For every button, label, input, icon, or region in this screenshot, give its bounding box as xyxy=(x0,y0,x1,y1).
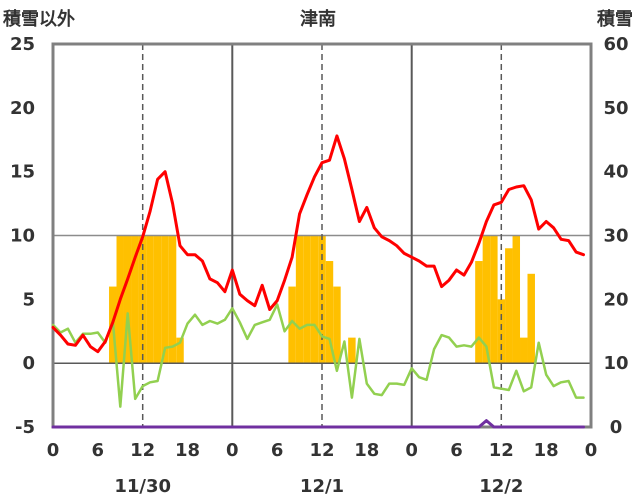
date-label: 12/1 xyxy=(300,476,344,497)
bar xyxy=(176,337,184,364)
y2-tick-label: 40 xyxy=(603,162,628,183)
line-layer xyxy=(51,134,585,429)
bar xyxy=(168,235,177,364)
date-label: 11/30 xyxy=(114,476,171,497)
bar xyxy=(520,337,528,364)
y2-tick-label: 30 xyxy=(603,226,628,247)
y2-tick-label: 20 xyxy=(603,289,628,310)
x-tick-label: 6 xyxy=(450,440,463,461)
y-tick-label: 25 xyxy=(10,34,35,55)
bar xyxy=(475,261,483,364)
bar xyxy=(153,235,162,364)
x-tick-label: 12 xyxy=(130,440,155,461)
x-tick-label: 6 xyxy=(271,440,284,461)
bar xyxy=(482,235,491,364)
x-tick-label: 0 xyxy=(585,440,598,461)
bar xyxy=(333,286,341,364)
series-line-3 xyxy=(51,419,585,429)
x-tick-label: 0 xyxy=(405,440,418,461)
series-line-1 xyxy=(51,303,585,408)
bar xyxy=(325,261,334,364)
series-line-2 xyxy=(51,134,585,354)
bar xyxy=(123,235,132,364)
x-tick-label: 12 xyxy=(489,440,514,461)
x-tick-label: 12 xyxy=(309,440,334,461)
bar xyxy=(131,235,139,364)
y-tick-label: 5 xyxy=(22,289,35,310)
y-tick-label: 10 xyxy=(10,226,35,247)
y2-tick-label: 50 xyxy=(603,98,628,119)
bar xyxy=(527,273,535,364)
x-tick-label: 18 xyxy=(354,440,379,461)
bar xyxy=(512,235,521,364)
x-tick-label: 0 xyxy=(226,440,239,461)
bar xyxy=(310,235,319,364)
bar xyxy=(490,235,498,364)
y2-tick-label: 0 xyxy=(610,417,623,438)
bar xyxy=(505,248,513,364)
x-tick-label: 18 xyxy=(175,440,200,461)
y-tick-label: -5 xyxy=(15,417,35,438)
bar xyxy=(288,286,296,364)
y2-tick-label: 10 xyxy=(603,353,628,374)
y-tick-label: 15 xyxy=(10,162,35,183)
bar xyxy=(161,235,169,364)
date-label: 12/2 xyxy=(479,476,523,497)
y-tick-label: 0 xyxy=(22,353,35,374)
y-tick-label: 20 xyxy=(10,98,35,119)
bar xyxy=(146,235,154,364)
left-axis-label: 積雪以外 xyxy=(2,8,75,30)
chart-title: 津南 xyxy=(300,8,336,30)
x-tick-label: 18 xyxy=(534,440,559,461)
bar xyxy=(348,337,356,364)
bar xyxy=(497,299,506,364)
y2-tick-label: 60 xyxy=(603,34,628,55)
bar xyxy=(295,235,304,364)
x-tick-label: 0 xyxy=(47,440,60,461)
bar xyxy=(303,235,311,364)
right-axis-label: 積雪 xyxy=(596,8,633,30)
grid-layer xyxy=(53,44,591,427)
x-tick-label: 6 xyxy=(92,440,105,461)
